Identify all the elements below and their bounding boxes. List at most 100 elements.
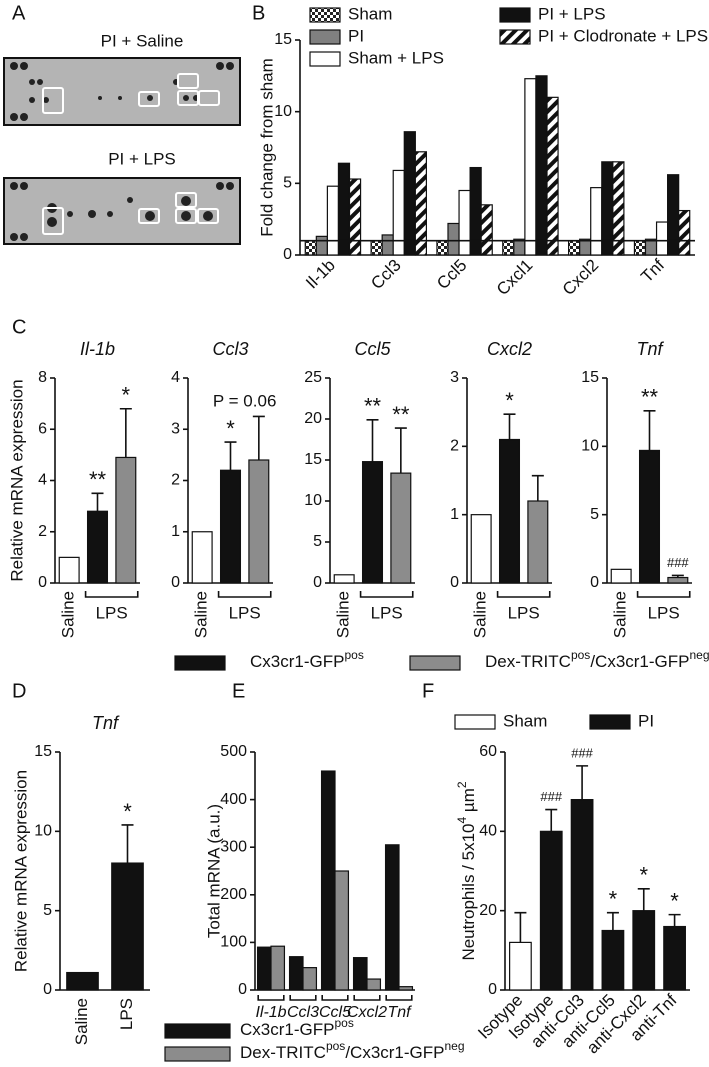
- legend-label: Dex-TRITCpos/Cx3cr1-GFPneg: [240, 1039, 465, 1062]
- chart-title: Cxcl2: [487, 339, 532, 359]
- error-bar: [576, 765, 589, 800]
- legend-label: Sham: [348, 4, 392, 23]
- y-tick-label: 60: [479, 743, 497, 760]
- y-tick-label: 5: [590, 506, 599, 523]
- bar: [458, 189, 471, 256]
- bar: [498, 438, 521, 584]
- x-tick-label: Tnf: [387, 1004, 412, 1021]
- chart-title: Tnf: [92, 713, 120, 733]
- legend-label: PI + LPS: [538, 4, 606, 23]
- group-label: LPS: [229, 603, 261, 622]
- bar: [66, 971, 99, 991]
- category-bracket: [321, 995, 349, 1001]
- group-bracket: [359, 591, 414, 598]
- x-tick-label: Cxcl2: [347, 1004, 387, 1021]
- legend-swatch: [589, 714, 631, 730]
- y-tick-label: 5: [43, 902, 52, 919]
- superscript: pos: [344, 648, 363, 662]
- error-bar: [545, 808, 558, 832]
- y-tick-label: 10: [581, 438, 599, 455]
- y-tick-label: 25: [304, 369, 322, 386]
- superscript: pos: [571, 648, 590, 662]
- chart-title: Tnf: [636, 339, 664, 359]
- text-part: /Cx3cr1-GFP: [590, 652, 689, 671]
- note: P = 0.06: [213, 392, 277, 411]
- bar: [381, 234, 394, 256]
- legend-label: Sham + LPS: [348, 48, 444, 67]
- x-tick-label: Cxcl1: [493, 256, 536, 299]
- panel-label: B: [252, 2, 265, 24]
- text-part: Dex-TRITC: [485, 652, 571, 671]
- y-tick-label: 15: [581, 369, 599, 386]
- y-tick-label: 0: [450, 574, 459, 591]
- significance-label: *: [123, 799, 132, 824]
- legend-label: Sham: [503, 711, 547, 730]
- bar: [384, 844, 400, 991]
- bar: [610, 568, 632, 584]
- bar: [334, 870, 350, 991]
- bar: [86, 510, 109, 584]
- bar: [633, 240, 647, 256]
- significance-label: **: [392, 402, 410, 427]
- bar: [219, 469, 242, 584]
- group-label: LPS: [648, 603, 680, 622]
- y-tick-label: 5: [313, 533, 322, 550]
- group-bracket: [217, 591, 272, 598]
- bar: [663, 925, 686, 991]
- y-axis-label: Relative mRNA expression: [7, 379, 26, 581]
- y-tick-label: 10: [304, 492, 322, 509]
- error-bar: [119, 407, 132, 458]
- group-bracket: [496, 591, 551, 598]
- text-part: Cx3cr1-GFP: [250, 652, 344, 671]
- panel-label: C: [12, 316, 26, 338]
- x-tick-label: Ccl5: [319, 1004, 351, 1021]
- significance-label: *: [122, 383, 131, 408]
- x-tick-label: Il-1b: [302, 256, 339, 293]
- bar: [678, 209, 691, 256]
- bar: [480, 204, 493, 256]
- bar: [370, 240, 383, 256]
- x-tick-label: Ccl3: [367, 256, 404, 293]
- y-tick-label: 0: [313, 574, 322, 591]
- bar: [326, 185, 340, 256]
- y-tick-label: 6: [38, 420, 47, 437]
- superscript: pos: [334, 1016, 353, 1030]
- superscript: 2: [455, 781, 469, 788]
- bar: [513, 238, 526, 256]
- error-bar: [668, 913, 681, 927]
- error-bar: [637, 888, 650, 911]
- y-tick-label: 100: [220, 934, 247, 951]
- superscript: neg: [445, 1039, 465, 1053]
- y-tick-label: 40: [479, 823, 497, 840]
- text-part: Neutrophils / 5x10: [459, 824, 478, 961]
- bar: [436, 240, 449, 256]
- error-bar: [394, 427, 407, 474]
- bar: [366, 978, 382, 991]
- bar: [270, 945, 286, 991]
- bar: [570, 798, 594, 991]
- category-bracket: [257, 995, 285, 1001]
- significance-label: *: [226, 416, 235, 441]
- bar: [527, 500, 549, 584]
- bar: [667, 576, 689, 584]
- panel-label: A: [12, 2, 26, 24]
- legend-swatch: [309, 7, 341, 23]
- y-tick-label: 300: [220, 838, 247, 855]
- error-bar: [514, 911, 527, 943]
- significance-label: **: [641, 385, 659, 410]
- legend-swatch: [164, 1023, 231, 1039]
- bar: [546, 96, 559, 256]
- y-tick-label: 15: [274, 31, 292, 48]
- category-bracket: [289, 995, 317, 1001]
- x-tick-label: Saline: [611, 591, 630, 638]
- y-tick-label: 3: [450, 369, 459, 386]
- significance-label: ###: [571, 745, 593, 760]
- bar: [447, 222, 460, 256]
- y-tick-label: 2: [450, 438, 459, 455]
- bar: [348, 178, 362, 256]
- bar: [333, 574, 355, 584]
- legend-swatch: [174, 655, 226, 671]
- y-tick-label: 500: [220, 743, 247, 760]
- error-bar: [252, 415, 265, 460]
